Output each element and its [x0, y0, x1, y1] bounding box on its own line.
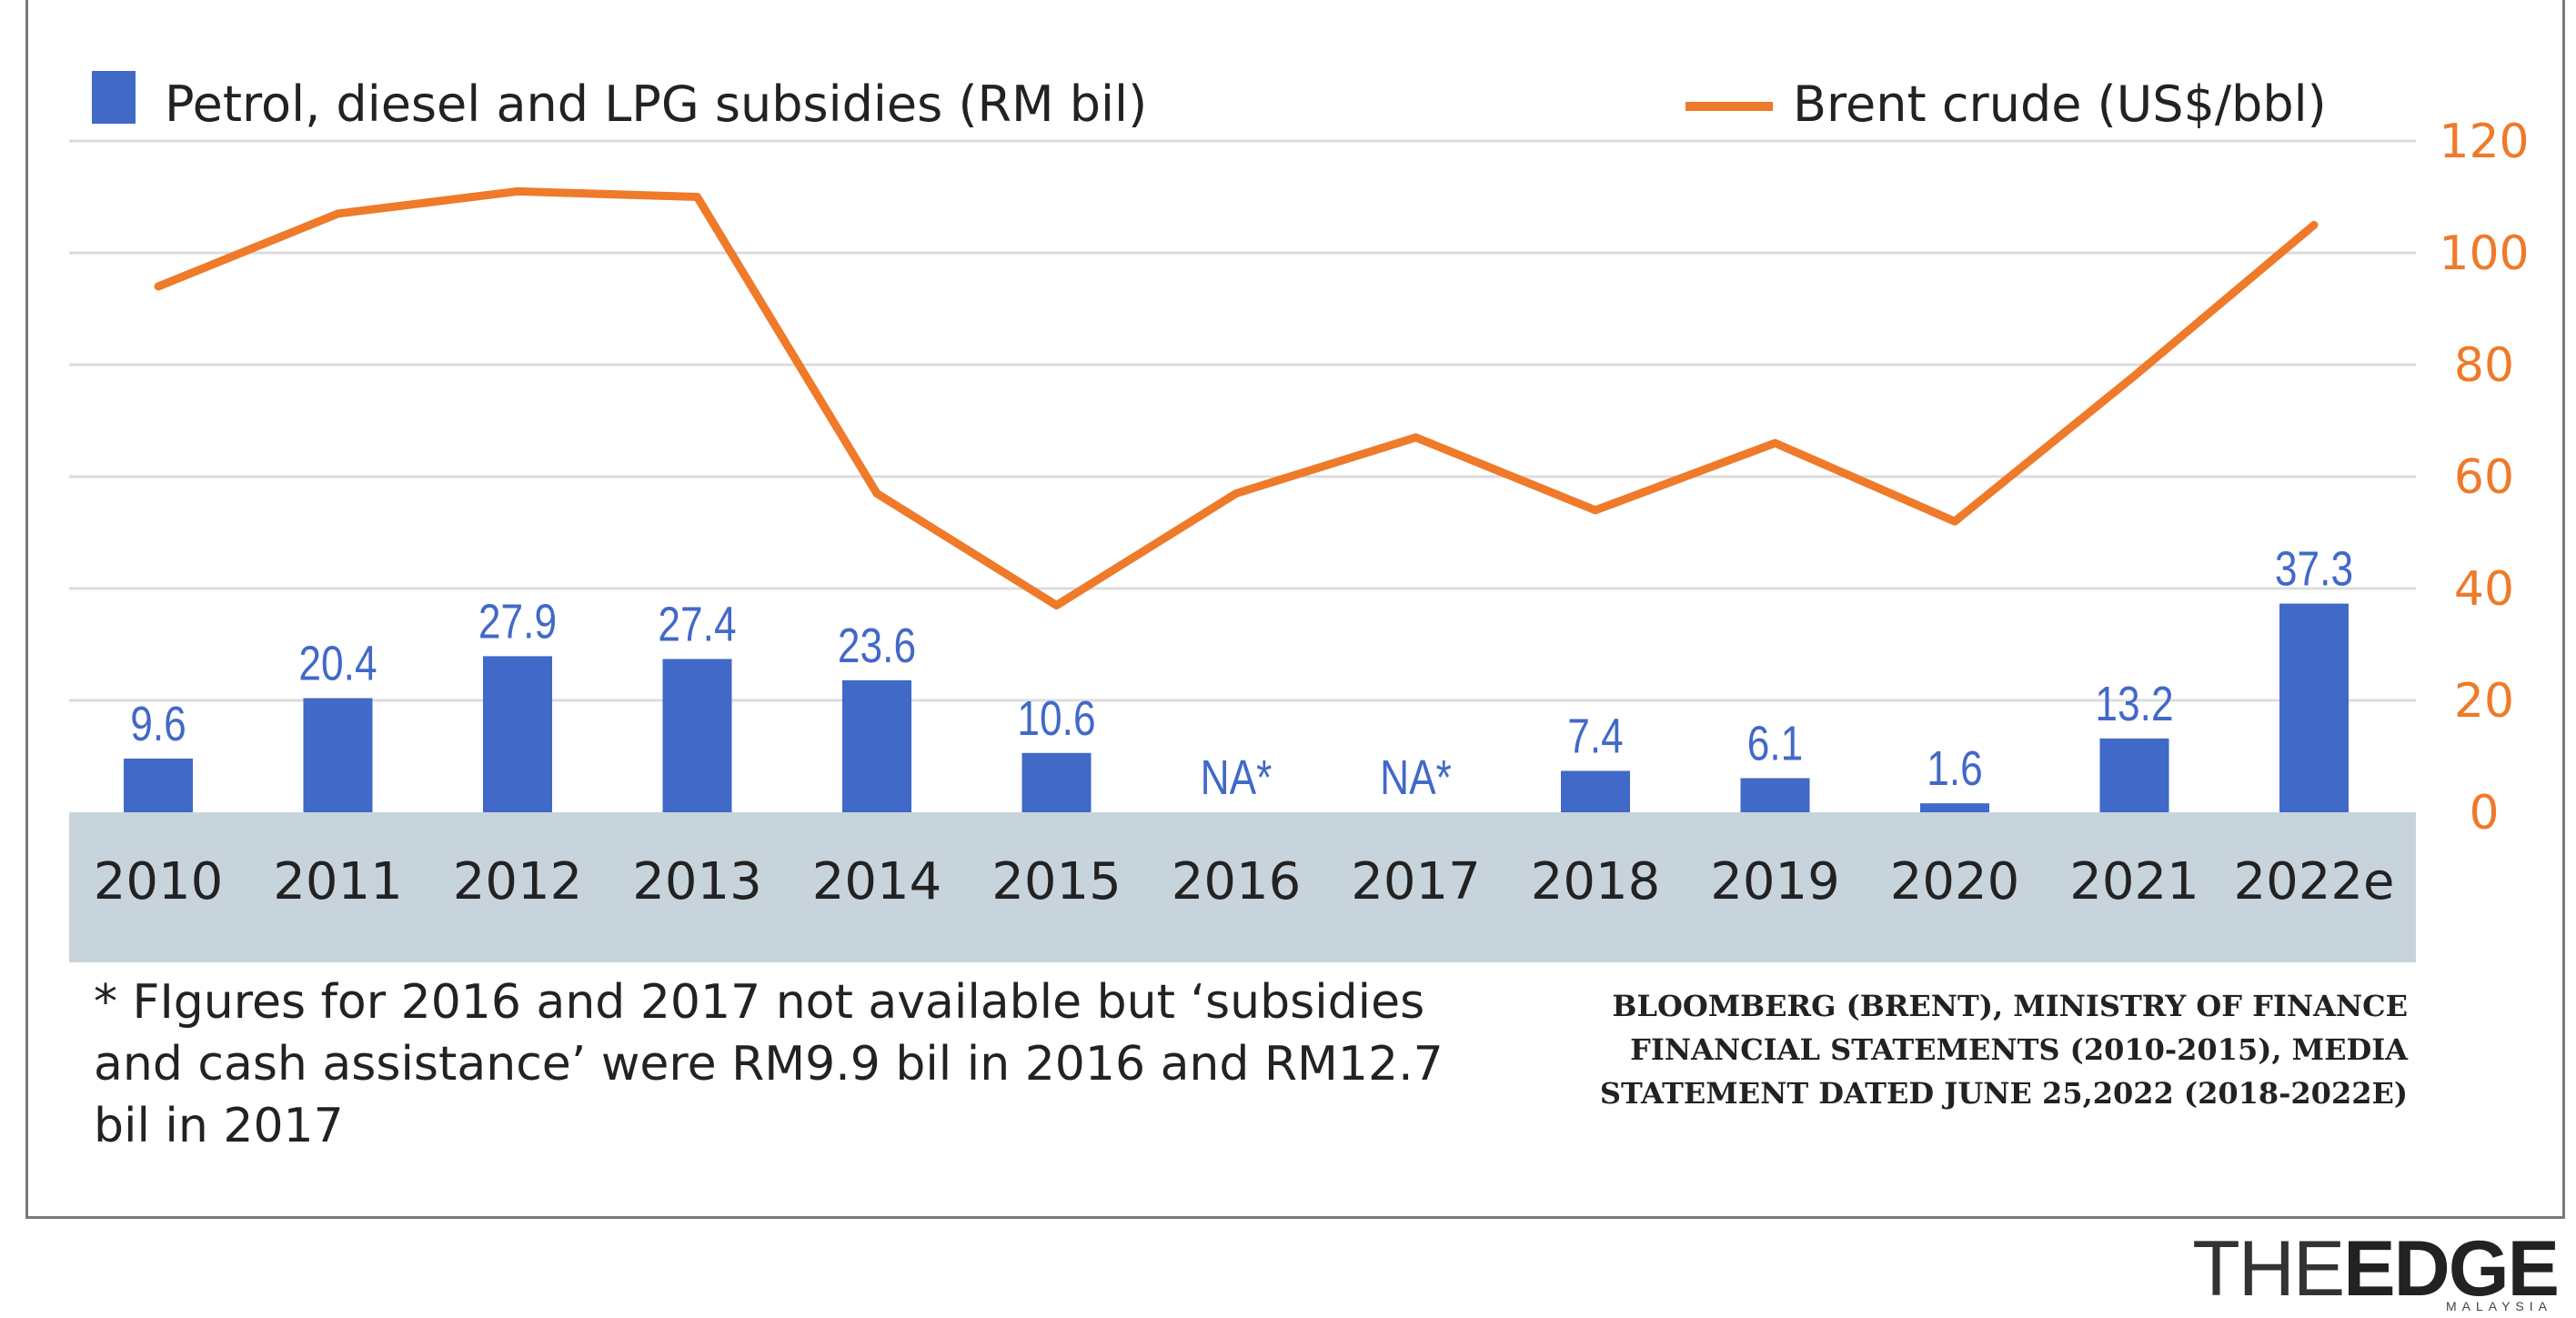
y-tick-label: 0 [2469, 786, 2499, 840]
y-tick-label: 60 [2454, 450, 2514, 505]
bar [2279, 603, 2349, 812]
y-tick-label: 40 [2454, 562, 2514, 617]
the-edge-logo: THEEDGE MALAYSIA [2192, 1225, 2560, 1313]
source-line: STATEMENT DATED JUNE 25,2022 (2018-2022E… [1599, 1076, 2408, 1111]
x-axis-tick-labels: 2010 2011 2012 2013 2014 2015 2016 2017 2018 2019… [94, 852, 2395, 911]
bar-series [124, 603, 2349, 812]
bar [1920, 803, 1989, 812]
x-tick-label: 2021 [2069, 852, 2199, 911]
x-tick-label: 2010 [94, 852, 224, 911]
legend: Petrol, diesel and LPG subsidies (RM bil… [92, 71, 2327, 133]
x-tick-label: 2012 [453, 852, 583, 911]
source-line: FINANCIAL STATEMENTS (2010-2015), MEDIA [1630, 1032, 2408, 1067]
bar-value-label: 27.4 [658, 597, 736, 651]
bar-value-label: 20.4 [298, 636, 377, 690]
x-tick-label: 2017 [1351, 852, 1481, 911]
legend-bar-swatch [92, 71, 136, 124]
legend-line-label: Brent crude (US$/bbl) [1793, 75, 2327, 133]
bar-value-label: 1.6 [1927, 741, 1983, 796]
bar-value-label: 10.6 [1017, 691, 1095, 746]
gridlines [69, 139, 2416, 702]
x-tick-label: 2016 [1172, 852, 1302, 911]
x-tick-label: 2019 [1710, 852, 1840, 911]
bar-value-label: 13.2 [2095, 677, 2173, 731]
bar-value-label: 23.6 [838, 619, 916, 673]
bar [2099, 738, 2169, 812]
x-tick-label: 2015 [991, 852, 1122, 911]
bar [1740, 778, 1810, 812]
bar-value-label: 6.1 [1747, 716, 1804, 770]
footnote: * FIgures for 2016 and 2017 not availabl… [94, 975, 1444, 1153]
x-tick-label: 2014 [812, 852, 942, 911]
x-tick-label: 2018 [1531, 852, 1661, 911]
y-tick-label: 120 [2439, 115, 2529, 169]
bar-value-label: 9.6 [130, 697, 186, 751]
bar-value-label: 7.4 [1567, 709, 1624, 763]
chart-frame: 9.6 20.4 27.9 27.4 23.6 10.6 NA* NA* 7.4 6.1 1.6 13… [25, 0, 2565, 1219]
y-tick-label: 80 [2454, 338, 2514, 393]
brent-line [154, 186, 2319, 609]
chart-svg: 9.6 20.4 27.9 27.4 23.6 10.6 NA* NA* 7.4 6.1 1.6 13… [69, 71, 2530, 962]
bar-value-label: 37.3 [2275, 541, 2353, 596]
y-axis-right-tick-labels: 0 20 40 60 80 100 120 [2439, 115, 2529, 840]
y-tick-label: 100 [2439, 226, 2529, 281]
x-tick-label: 2022e [2234, 852, 2395, 911]
bar-value-label: NA* [1380, 750, 1452, 805]
bar [842, 679, 911, 812]
x-tick-label: 2020 [1890, 852, 2020, 911]
bar [483, 656, 552, 812]
x-tick-label: 2011 [273, 852, 403, 911]
bar [124, 758, 193, 812]
bar-value-labels: 9.6 20.4 27.9 27.4 23.6 10.6 NA* NA* 7.4 6.1 1.6 13… [130, 541, 2353, 805]
y-tick-label: 20 [2454, 674, 2514, 729]
bar [303, 698, 373, 812]
bar-value-label: NA* [1201, 750, 1273, 805]
bar [1021, 752, 1092, 812]
x-axis-band [69, 812, 2416, 962]
legend-bar-label: Petrol, diesel and LPG subsidies (RM bil… [165, 75, 1147, 133]
bar [1561, 770, 1630, 812]
bar-value-label: 27.9 [478, 594, 557, 649]
x-tick-label: 2013 [632, 852, 762, 911]
source-line: BLOOMBERG (BRENT), MINISTRY OF FINANCE [1612, 989, 2408, 1023]
bar [662, 659, 732, 812]
source-note: BLOOMBERG (BRENT), MINISTRY OF FINANCE F… [1589, 984, 2408, 1115]
